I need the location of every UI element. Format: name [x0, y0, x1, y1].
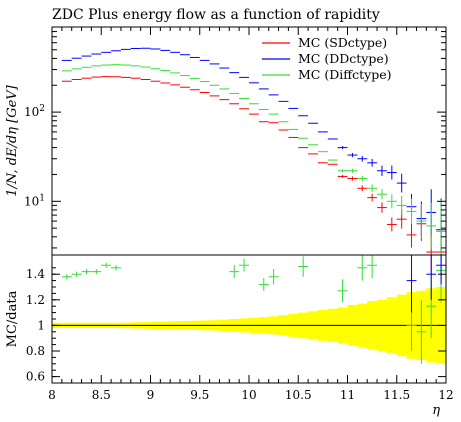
ratio-series-0 — [61, 255, 446, 364]
legend: MC (SDctype)MC (DDctype)MC (Diffctype) — [262, 35, 391, 82]
x-tick-label: 12 — [438, 388, 453, 402]
y-tick-label: 102 — [24, 104, 45, 119]
series-0 — [61, 76, 446, 284]
x-tick-label: 11 — [340, 388, 355, 402]
x-tick-label: 9.5 — [190, 388, 209, 402]
ratio-y-tick-label: 1 — [37, 318, 45, 332]
main-y-axis: 102 101 — [24, 26, 446, 249]
ratio-y-tick-label: 0.6 — [26, 370, 45, 384]
legend-label-1: MC (DDctype) — [298, 51, 389, 66]
ratio-y-axis-label: MC/data — [5, 290, 20, 347]
x-tick-label: 9 — [147, 388, 155, 402]
chart-title: ZDC Plus energy flow as a function of ra… — [52, 7, 380, 23]
ratio-y-tick-label: 0.8 — [26, 344, 45, 358]
y-tick-label: 101 — [24, 193, 45, 208]
x-tick-label: 8 — [48, 388, 56, 402]
ratio-plot: 0.6 0.8 1 1.2 1.4 8 8.5 9 9.5 10 10.5 11 11.5 12 MC/da… — [5, 254, 454, 418]
ratio-series-1 — [406, 255, 446, 313]
legend-label-0: MC (SDctype) — [298, 35, 387, 50]
y-axis-label: 1/N, dE/dη [GeV] — [5, 84, 20, 196]
ratio-y-tick-label: 1.4 — [26, 267, 45, 281]
x-tick-label: 8.5 — [92, 388, 111, 402]
legend-label-2: MC (Diffctype) — [298, 67, 391, 82]
series-2 — [61, 64, 446, 263]
x-tick-label: 10 — [241, 388, 256, 402]
x-tick-label: 10.5 — [285, 388, 312, 402]
ratio-y-tick-label: 1.2 — [26, 293, 45, 307]
x-tick-label: 11.5 — [383, 388, 410, 402]
x-axis-label: η — [432, 403, 440, 418]
main-plot: 102 101 1/N, dE/dη [GeV] — [5, 26, 447, 284]
